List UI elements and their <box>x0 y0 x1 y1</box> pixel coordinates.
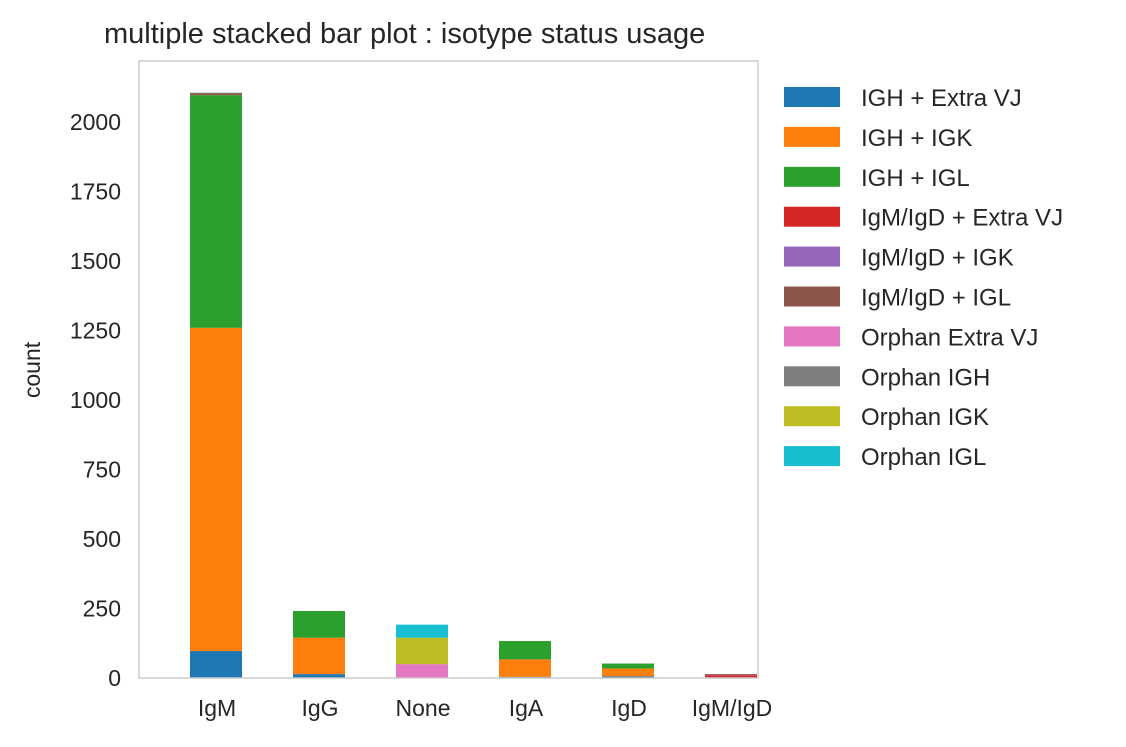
legend-label: Orphan IGK <box>861 404 989 431</box>
legend-swatch <box>784 286 840 307</box>
legend: IGH + Extra VJ IGH + IGK IGH + IGL IgM/IgD … <box>784 85 1063 471</box>
legend-swatch <box>784 206 840 227</box>
x-tick-label: IgA <box>509 695 544 721</box>
x-tick-label: IgM/IgD <box>692 695 773 721</box>
bar-segment-igg-0 <box>293 674 345 678</box>
x-tick-label: IgD <box>611 695 647 721</box>
x-tick-label: IgG <box>301 695 338 721</box>
legend-swatch <box>784 87 840 107</box>
bars-layer <box>190 92 757 678</box>
bar-segment-igm-5 <box>190 93 242 96</box>
legend-swatch <box>784 366 840 387</box>
legend-swatch <box>784 326 840 347</box>
legend-label: Orphan Extra VJ <box>861 324 1038 351</box>
legend-swatch <box>784 406 840 427</box>
bar-segment-none-6 <box>396 664 448 678</box>
y-tick-label: 0 <box>108 665 121 691</box>
legend-label: Orphan IGH <box>861 364 990 391</box>
legend-swatch <box>784 446 840 467</box>
bar-segment-igm-igd-5 <box>705 674 757 675</box>
x-tick-label: None <box>396 695 451 721</box>
bar-segment-iga-1 <box>499 659 551 677</box>
legend-label: Orphan IGL <box>861 444 986 471</box>
y-tick-label: 1750 <box>70 179 121 205</box>
y-tick-label: 500 <box>83 526 121 552</box>
x-ticks: IgM IgG None IgA IgD IgM/IgD <box>198 695 772 721</box>
plot-frame <box>138 60 759 679</box>
y-tick-label: 1250 <box>70 318 121 344</box>
bar-segment-igg-2 <box>293 611 345 638</box>
bar-segment-igm-7 <box>190 92 242 94</box>
y-axis-label: count <box>19 341 45 398</box>
bar-segment-igd-0 <box>602 676 654 678</box>
y-tick-label: 250 <box>83 596 121 622</box>
bar-segment-igm-1 <box>190 327 242 652</box>
bar-segment-igg-1 <box>293 637 345 675</box>
bar-segment-igm-2 <box>190 95 242 328</box>
legend-label: IgM/IgD + Extra VJ <box>861 205 1063 232</box>
legend-label: IgM/IgD + IGK <box>861 245 1014 272</box>
bar-segment-igm-0 <box>190 651 242 678</box>
x-tick-label: IgM <box>198 695 236 721</box>
legend-label: IgM/IgD + IGL <box>861 285 1011 312</box>
bar-segment-igm-igd-3 <box>705 675 757 678</box>
y-tick-label: 1500 <box>70 248 121 274</box>
legend-label: IGH + IGL <box>861 165 970 192</box>
bar-segment-igd-2 <box>602 663 654 669</box>
y-tick-label: 750 <box>83 457 121 483</box>
bar-segment-none-8 <box>396 637 448 665</box>
legend-label: IGH + Extra VJ <box>861 85 1022 112</box>
legend-swatch <box>784 166 840 187</box>
bar-segment-iga-2 <box>499 641 551 660</box>
y-tick-label: 2000 <box>70 109 121 135</box>
legend-swatch <box>784 126 840 147</box>
y-tick-label: 1000 <box>70 387 121 413</box>
bar-segment-igd-1 <box>602 668 654 677</box>
legend-label: IGH + IGK <box>861 125 972 152</box>
y-ticks: 0 250 500 750 1000 1250 1500 1750 2000 <box>70 109 121 691</box>
bar-segment-none-9 <box>396 624 448 638</box>
chart-title: multiple stacked bar plot : isotype stat… <box>104 18 705 50</box>
legend-swatch <box>784 246 840 267</box>
